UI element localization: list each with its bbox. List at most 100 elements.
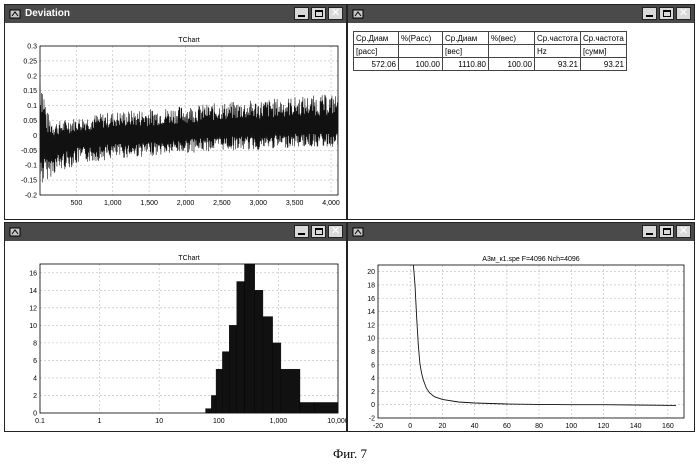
table-header-cell[interactable]: [вес] (443, 45, 489, 58)
histogram-bar (211, 395, 216, 413)
histogram-window: ✕ 0.11101001,00010,0000246810121416TChar… (4, 222, 347, 432)
maximize-button[interactable] (659, 7, 674, 20)
table-header-cell[interactable]: %(Pacc) (399, 32, 443, 45)
table-header-cell[interactable]: Hz (535, 45, 581, 58)
y-tick-label: 0.25 (23, 58, 37, 65)
close-icon: ✕ (329, 224, 342, 238)
table-header-row: Ср.Диам %(Pacc) Ср.Диам %(вес) Ср.частот… (354, 32, 627, 45)
x-tick-label: 60 (503, 423, 511, 430)
y-tick-label: 10 (29, 323, 37, 330)
minimize-icon (298, 15, 305, 17)
app-icon[interactable] (352, 8, 364, 20)
x-tick-label: 2,000 (177, 200, 195, 207)
histogram-bar (245, 264, 255, 413)
histogram-bar (273, 343, 281, 413)
y-tick-label: 10 (367, 336, 375, 343)
deviation-window: Deviation ✕ 5001,0001,5002,0002,5003,000… (4, 4, 347, 220)
table-header-cell[interactable]: [pacc] (354, 45, 399, 58)
table-header-cell[interactable]: [сумм] (580, 45, 626, 58)
y-tick-label: 2 (33, 393, 37, 400)
table-cell[interactable]: 100.00 (489, 58, 535, 71)
y-tick-label: 12 (367, 322, 375, 329)
y-tick-label: -0.15 (21, 178, 37, 185)
y-tick-label: 0 (33, 411, 37, 418)
table-cell[interactable]: 100.00 (399, 58, 443, 71)
minimize-button[interactable] (294, 7, 309, 20)
y-tick-label: 14 (29, 288, 37, 295)
x-tick-label: 10,000 (327, 418, 346, 425)
maximize-button[interactable] (311, 225, 326, 238)
x-tick-label: 4,000 (322, 200, 340, 207)
window-controls: ✕ (294, 225, 343, 239)
close-button[interactable]: ✕ (676, 7, 691, 20)
maximize-icon (663, 10, 671, 17)
x-tick-label: 120 (598, 423, 610, 430)
close-icon: ✕ (329, 6, 342, 20)
spectrum-series-line (413, 265, 676, 405)
close-button[interactable]: ✕ (328, 225, 343, 238)
minimize-button[interactable] (642, 7, 657, 20)
histogram-bar (300, 402, 314, 413)
minimize-button[interactable] (642, 225, 657, 238)
chart-title: A3м_к1.spe F=4096 Nch=4096 (482, 256, 579, 263)
table-row: 572.06 100.00 1110.80 100.00 93.21 93.21 (354, 58, 627, 71)
deviation-plot: 5001,0001,5002,0002,5003,0003,5004,000-0… (5, 23, 346, 219)
table-header-cell[interactable]: Ср.Диам (443, 32, 489, 45)
window-controls: ✕ (294, 7, 343, 21)
app-icon[interactable] (9, 8, 21, 20)
table-cell[interactable]: 1110.80 (443, 58, 489, 71)
minimize-icon (298, 233, 305, 235)
table-header-cell[interactable]: Ср.Диам (354, 32, 399, 45)
y-tick-label: 20 (367, 269, 375, 276)
x-tick-label: 1,500 (140, 200, 158, 207)
y-tick-label: 12 (29, 305, 37, 312)
table-header-cell[interactable] (399, 45, 443, 58)
y-tick-label: 0.2 (27, 73, 37, 80)
histogram-bar (216, 369, 222, 413)
close-button[interactable]: ✕ (328, 7, 343, 20)
minimize-icon (646, 233, 653, 235)
histogram-titlebar[interactable]: ✕ (5, 223, 346, 241)
histogram-bar (255, 290, 263, 413)
chart-title: TChart (178, 37, 199, 44)
x-tick-label: 2,500 (213, 200, 231, 207)
deviation-titlebar[interactable]: Deviation ✕ (5, 5, 346, 23)
y-tick-label: 6 (371, 362, 375, 369)
maximize-button[interactable] (659, 225, 674, 238)
table-header-cell[interactable] (489, 45, 535, 58)
table-header-cell[interactable]: %(вес) (489, 32, 535, 45)
x-tick-label: 0.1 (35, 418, 45, 425)
y-tick-label: 4 (33, 375, 37, 382)
minimize-button[interactable] (294, 225, 309, 238)
x-tick-label: 500 (71, 200, 83, 207)
y-tick-label: -2 (369, 416, 375, 423)
x-tick-label: 40 (471, 423, 479, 430)
histogram-bar (237, 282, 245, 413)
x-tick-label: 160 (662, 423, 674, 430)
y-tick-label: 8 (33, 340, 37, 347)
app-icon[interactable] (9, 226, 21, 238)
histogram-bar (263, 317, 273, 413)
x-tick-label: 3,000 (249, 200, 267, 207)
y-tick-label: 14 (367, 309, 375, 316)
y-tick-label: -0.1 (25, 163, 37, 170)
x-tick-label: 1 (98, 418, 102, 425)
table-cell[interactable]: 93.21 (535, 58, 581, 71)
app-icon[interactable] (352, 226, 364, 238)
table-header-cell[interactable]: Ср.частота (535, 32, 581, 45)
maximize-button[interactable] (311, 7, 326, 20)
minimize-icon (646, 15, 653, 17)
spectrum-titlebar[interactable]: ✕ (348, 223, 694, 241)
table-cell[interactable]: 572.06 (354, 58, 399, 71)
close-button[interactable]: ✕ (676, 225, 691, 238)
stats-titlebar[interactable]: ✕ (348, 5, 694, 23)
histogram-plot: 0.11101001,00010,0000246810121416TChart (5, 241, 346, 431)
stats-table: Ср.Диам %(Pacc) Ср.Диам %(вес) Ср.частот… (353, 31, 627, 71)
y-tick-label: 0.1 (27, 103, 37, 110)
maximize-icon (315, 228, 323, 235)
histogram-bar (314, 402, 338, 413)
table-header-cell[interactable]: Ср.частота (580, 32, 626, 45)
x-tick-label: 100 (565, 423, 577, 430)
table-cell[interactable]: 93.21 (580, 58, 626, 71)
x-tick-label: 0 (408, 423, 412, 430)
